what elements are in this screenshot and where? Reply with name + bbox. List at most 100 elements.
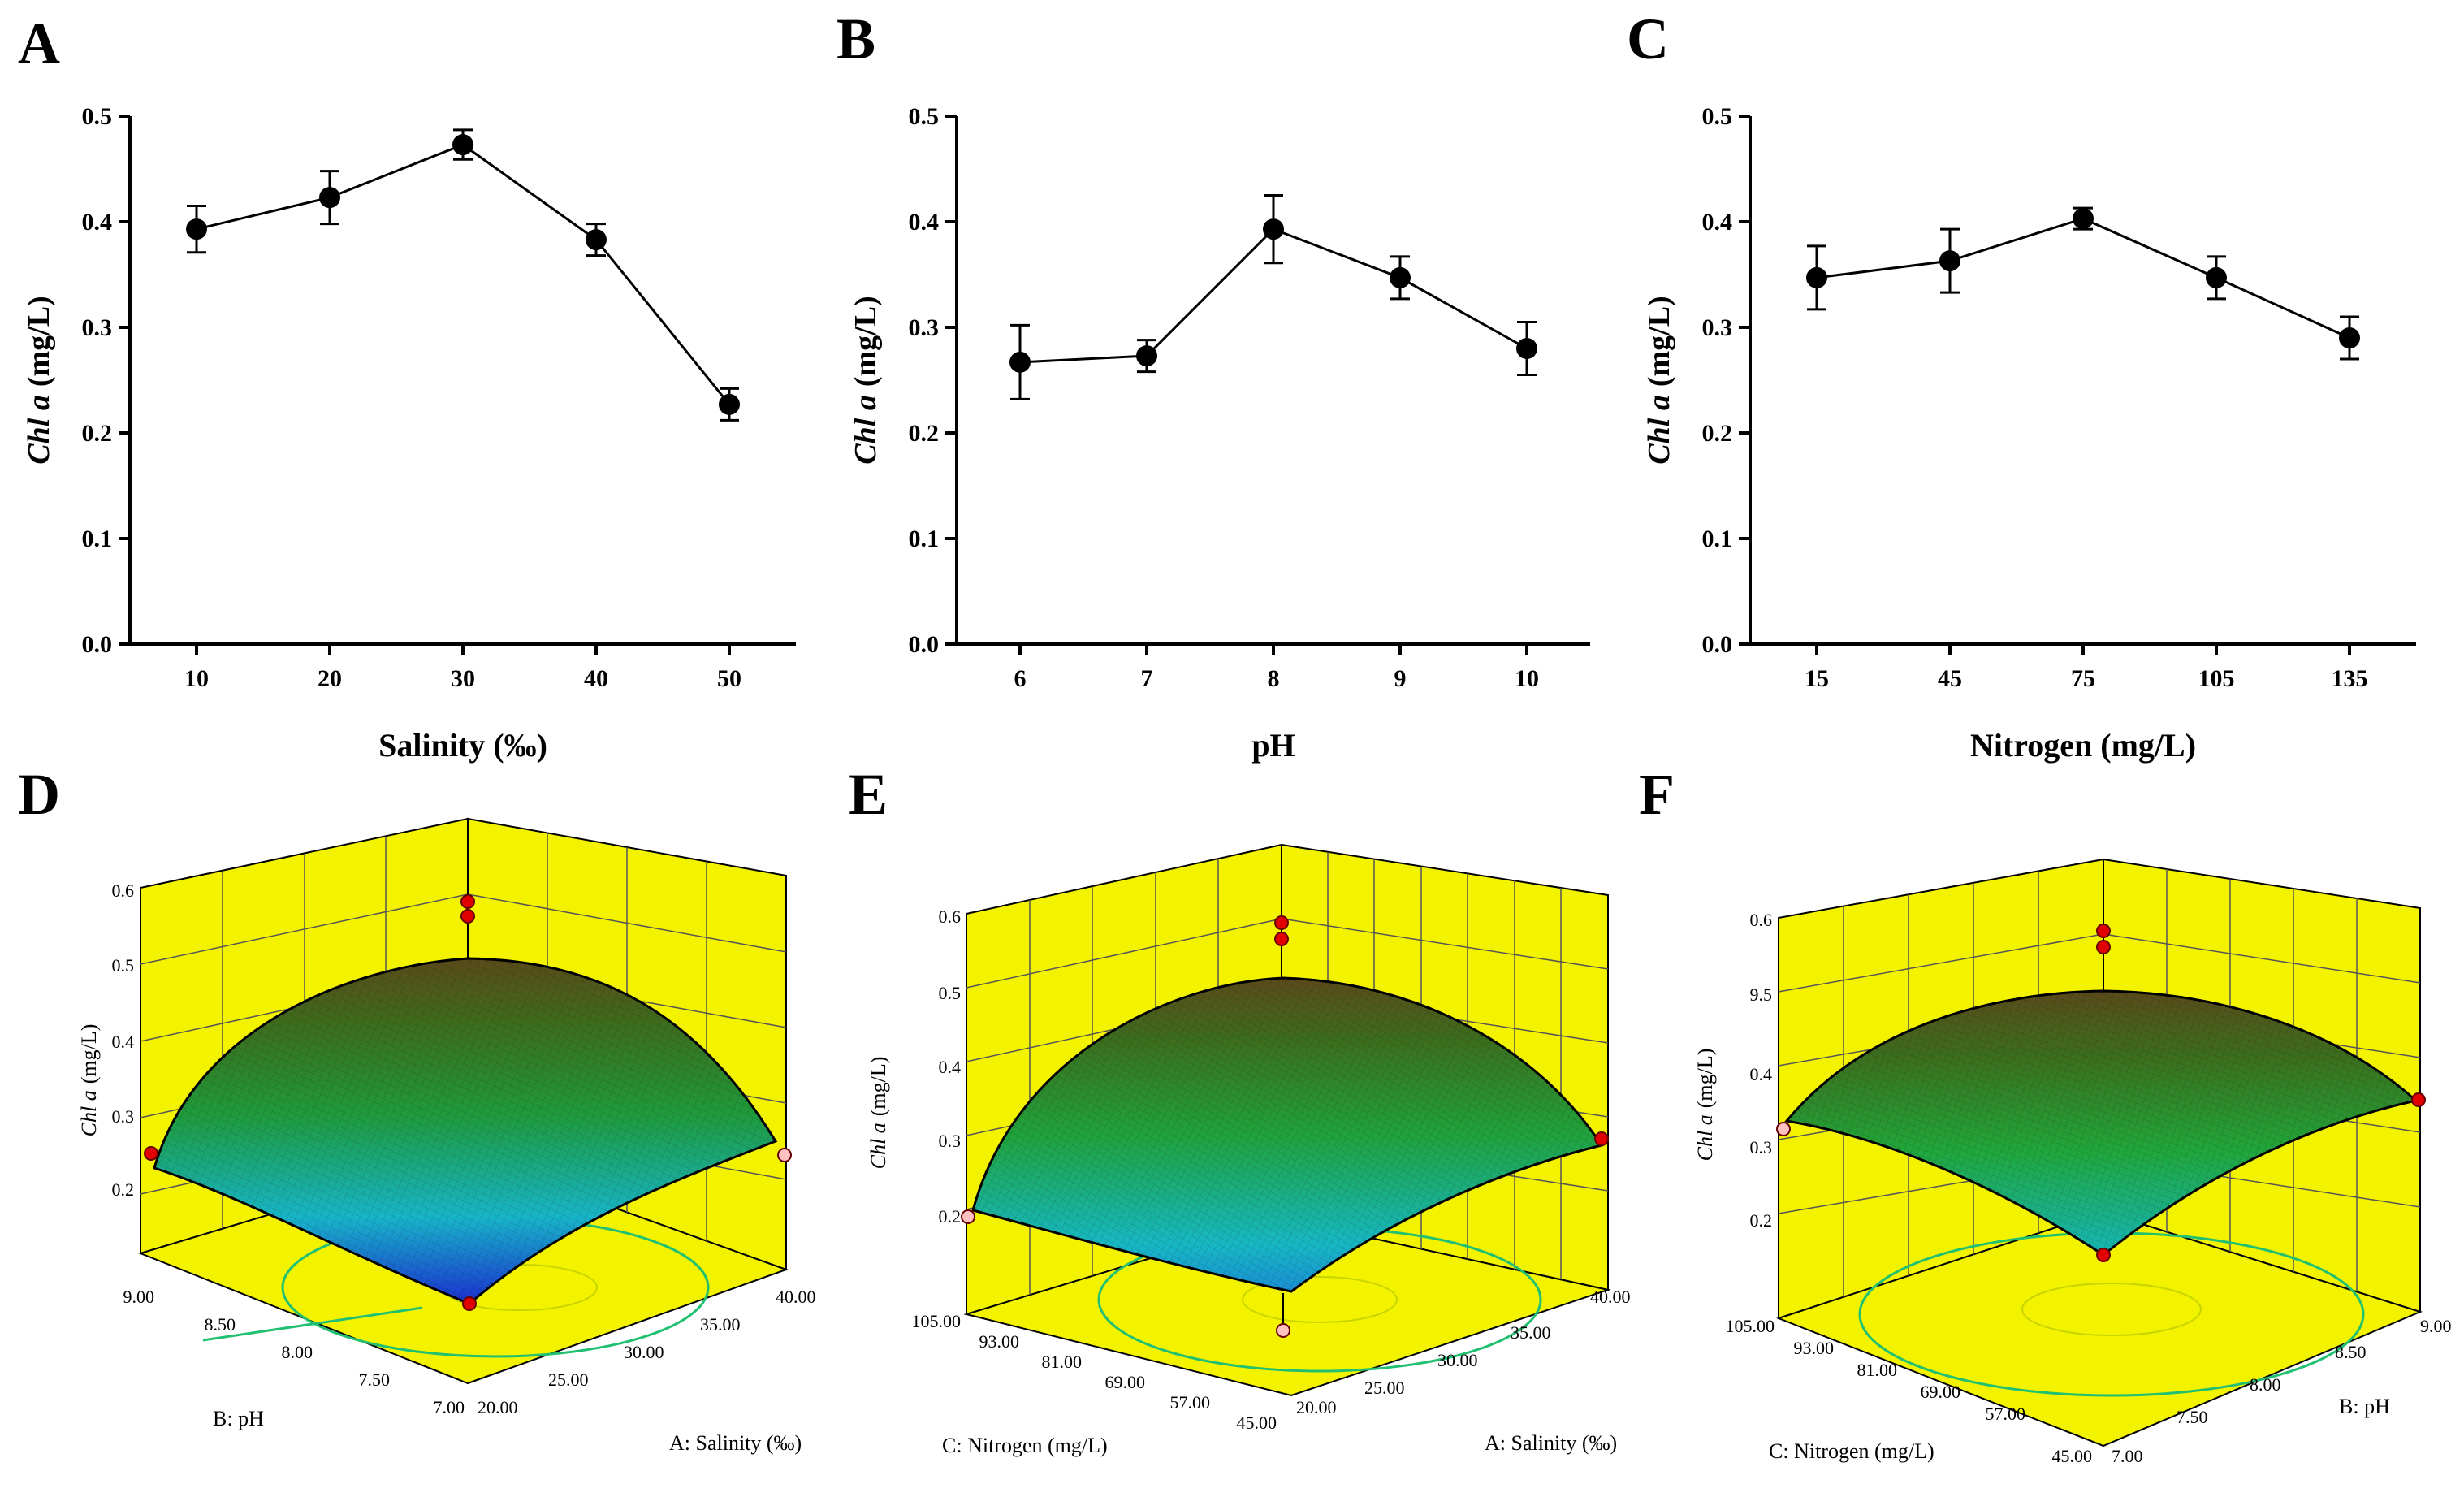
panel-label-b: B xyxy=(836,6,875,71)
z-tick: 0.2 xyxy=(1750,1210,1773,1231)
panel-label-d: D xyxy=(18,762,60,827)
x-tick-label: 135 xyxy=(2332,665,2368,692)
axis-tick: 93.00 xyxy=(979,1331,1020,1352)
data-point xyxy=(1009,351,1031,373)
z-tick: 0.4 xyxy=(112,1032,135,1052)
axis-tick: 57.00 xyxy=(1170,1392,1211,1413)
data-point xyxy=(1136,345,1157,367)
axis-tick: 45.00 xyxy=(2052,1446,2093,1466)
panel-label-c: C xyxy=(1627,6,1669,71)
axis-tick: 20.00 xyxy=(1296,1397,1337,1417)
design-point xyxy=(2411,1092,2426,1107)
y-tick-label: 0.2 xyxy=(1702,420,1733,447)
y-tick-label: 0.0 xyxy=(1702,631,1733,658)
surface-plot-d: 0.2 0.3 0.4 0.5 0.6 Chl a(mg/L) 9.00 8.5… xyxy=(77,817,816,1455)
z-tick: 0.3 xyxy=(1750,1137,1773,1157)
surface-plot-e: 0.2 0.3 0.4 0.5 0.6 Chl a(mg/L) 105.00 9… xyxy=(867,843,1631,1457)
data-point xyxy=(586,229,607,251)
left-axis-ticks: 105.00 93.00 81.00 69.00 57.00 45.00 xyxy=(912,1311,1277,1433)
axis-tick: 57.00 xyxy=(1986,1404,2026,1424)
x-axis-title: Salinity (‰) xyxy=(378,727,547,764)
x-tick-label: 50 xyxy=(717,665,741,692)
y-tick-label: 0.4 xyxy=(1702,209,1733,236)
right-axis-ticks: 20.00 25.00 30.00 35.00 40.00 xyxy=(478,1287,816,1417)
y-tick-label: 0.3 xyxy=(909,314,940,341)
axis-tick: 8.50 xyxy=(205,1314,236,1335)
data-point xyxy=(2339,327,2360,348)
y-tick-label: 0.0 xyxy=(82,631,113,658)
x-tick-label: 10 xyxy=(1515,665,1539,692)
z-tick: 0.6 xyxy=(1750,910,1773,930)
y-tick-label: 0.3 xyxy=(82,314,113,341)
floor-stub xyxy=(202,1306,423,1342)
y-tick-label: 0.4 xyxy=(82,209,113,236)
left-axis-ticks: 105.00 93.00 81.00 69.00 57.00 45.00 xyxy=(1726,1316,2093,1466)
axis-tick: 8.50 xyxy=(2335,1342,2367,1362)
right-axis-title: A: Salinity (‰) xyxy=(669,1431,802,1455)
axis-tick: 7.00 xyxy=(434,1397,465,1417)
axis-tick: 45.00 xyxy=(1237,1413,1277,1433)
data-point xyxy=(186,218,207,240)
x-tick-label: 15 xyxy=(1805,665,1829,692)
right-axis-title: B: pH xyxy=(2339,1395,2390,1418)
x-tick-label: 105 xyxy=(2198,665,2235,692)
design-point xyxy=(1276,1323,1290,1338)
surface-plot-f: 0.2 0.3 0.4 9.5 0.6 Chl a(mg/L) 105.00 9… xyxy=(1693,858,2452,1466)
z-ticks: 0.2 0.3 0.4 0.5 0.6 xyxy=(939,906,962,1227)
left-axis-title: B: pH xyxy=(213,1407,264,1430)
z-tick: 0.5 xyxy=(939,983,962,1003)
design-point xyxy=(462,1296,477,1311)
x-tick-label: 7 xyxy=(1141,665,1153,692)
contour-inner xyxy=(2021,1283,2202,1336)
axis-tick: 69.00 xyxy=(1921,1382,1961,1402)
x-tick-label: 30 xyxy=(451,665,475,692)
axis-tick: 8.00 xyxy=(282,1342,313,1362)
axis-tick: 81.00 xyxy=(1042,1352,1083,1372)
axis-tick: 105.00 xyxy=(912,1311,962,1331)
axis-tick: 25.00 xyxy=(548,1369,589,1390)
data-point xyxy=(452,134,473,156)
axis-tick: 40.00 xyxy=(776,1287,816,1307)
line-chart-b: 0.0 0.1 0.2 0.3 0.4 0.5 6 7 8 9 10 pH Chl a(mg/L) xyxy=(849,103,1590,764)
floor xyxy=(1776,1210,2423,1447)
x-tick-label: 75 xyxy=(2071,665,2095,692)
data-point xyxy=(1939,250,1960,272)
panel-label-a: A xyxy=(18,11,60,76)
right-axis-title: A: Salinity (‰) xyxy=(1485,1431,1617,1455)
data-point xyxy=(1390,266,1411,288)
y-axis-title: Chl a(mg/L) xyxy=(1642,296,1676,464)
axis-tick: 30.00 xyxy=(1437,1350,1478,1370)
y-tick-label: 0.3 xyxy=(1702,314,1733,341)
axis-tick: 20.00 xyxy=(478,1397,518,1417)
data-point xyxy=(719,393,740,415)
z-tick: 0.2 xyxy=(112,1179,135,1200)
left-axis-title: C: Nitrogen (mg/L) xyxy=(1769,1439,1934,1463)
design-point xyxy=(2096,924,2111,938)
design-point xyxy=(460,909,475,924)
design-point xyxy=(777,1148,792,1162)
axis-tick: 30.00 xyxy=(624,1342,664,1362)
z-ticks: 0.2 0.3 0.4 9.5 0.6 xyxy=(1750,910,1773,1231)
left-axis-ticks: 9.00 8.50 8.00 7.50 7.00 xyxy=(123,1287,465,1417)
axis-tick: 7.50 xyxy=(2177,1407,2208,1427)
axis-tick: 69.00 xyxy=(1105,1372,1146,1392)
x-tick-label: 9 xyxy=(1394,665,1407,692)
x-tick-label: 8 xyxy=(1268,665,1280,692)
x-tick-label: 40 xyxy=(584,665,608,692)
surface-mesh xyxy=(154,958,776,1304)
line-chart-a: 0.0 0.1 0.2 0.3 0.4 0.5 10 20 30 40 50 Salinity (‰)… xyxy=(22,103,796,764)
data-point xyxy=(1516,338,1537,359)
z-axis-title: Chl a(mg/L) xyxy=(867,1057,890,1170)
y-tick-label: 0.2 xyxy=(82,420,113,447)
design-point xyxy=(1274,915,1289,930)
data-point xyxy=(2073,208,2094,230)
axis-tick: 93.00 xyxy=(1794,1338,1835,1358)
design-point xyxy=(460,894,475,909)
z-axis-title: Chl a(mg/L) xyxy=(77,1024,101,1137)
design-point xyxy=(961,1209,975,1224)
y-tick-label: 0.2 xyxy=(909,420,940,447)
y-axis-title: Chl a(mg/L) xyxy=(22,296,56,464)
line-chart-c: 0.0 0.1 0.2 0.3 0.4 0.5 15 45 75 105 135 Nitrogen (… xyxy=(1642,103,2416,764)
contour-inner xyxy=(1242,1276,1398,1323)
data-point xyxy=(2206,266,2227,288)
